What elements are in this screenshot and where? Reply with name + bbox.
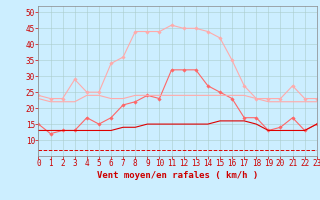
X-axis label: Vent moyen/en rafales ( km/h ): Vent moyen/en rafales ( km/h ) (97, 171, 258, 180)
